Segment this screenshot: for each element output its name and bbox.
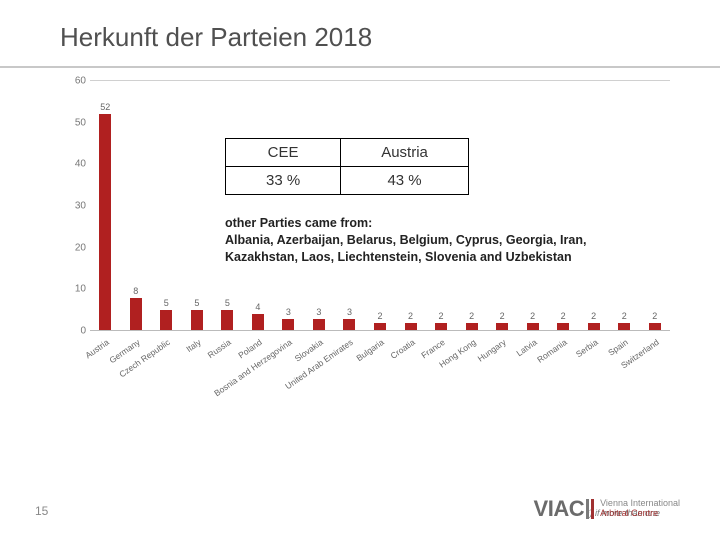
bar-value-label: 2	[652, 311, 657, 321]
viac-logo: VIAC Vienna International Arbitral Centr…	[534, 496, 680, 522]
overlay-note-line2: Albania, Azerbaijan, Belarus, Belgium, C…	[225, 233, 586, 264]
bar-value-label: 5	[164, 298, 169, 308]
table-value-austria: 43 %	[341, 167, 469, 195]
bar-value-label: 3	[347, 307, 352, 317]
bar: 8	[130, 298, 142, 331]
bar-value-label: 2	[622, 311, 627, 321]
logo-bar-2	[591, 499, 594, 519]
title-underline	[0, 66, 720, 68]
page-number: 15	[35, 504, 48, 518]
bar-value-label: 2	[591, 311, 596, 321]
bar-value-label: 52	[100, 102, 110, 112]
y-tick: 0	[62, 326, 86, 337]
bar-value-label: 2	[377, 311, 382, 321]
bar-value-label: 5	[225, 298, 230, 308]
overlay-note-line1: other Parties came from:	[225, 216, 372, 230]
logo-line2: Arbitral Centre	[600, 509, 680, 519]
bar-category-label: Romania	[535, 337, 569, 365]
bar: 5	[160, 310, 172, 331]
table-row: 33 % 43 %	[226, 167, 469, 195]
table-row: CEE Austria	[226, 139, 469, 167]
logo-bars-icon	[586, 499, 594, 519]
bar: 52	[99, 114, 111, 331]
logo-bar-1	[586, 499, 589, 519]
bar-value-label: 2	[469, 311, 474, 321]
bar-value-label: 2	[530, 311, 535, 321]
y-tick: 60	[62, 76, 86, 87]
table-value-cee: 33 %	[226, 167, 341, 195]
summary-table: CEE Austria 33 % 43 %	[225, 138, 469, 195]
slide: Herkunft der Parteien 2018 0 10 20 30 40 50 60…	[0, 0, 720, 540]
y-tick: 30	[62, 201, 86, 212]
bar-value-label: 3	[286, 307, 291, 317]
bar-category-label: Italy	[184, 337, 203, 354]
y-tick: 20	[62, 242, 86, 253]
overlay-note: other Parties came from: Albania, Azerba…	[225, 215, 635, 266]
bar: 5	[221, 310, 233, 331]
bar: 4	[252, 314, 264, 331]
bar-category-label: Russia	[206, 337, 233, 360]
bar-category-label: Spain	[606, 337, 630, 358]
page-title: Herkunft der Parteien 2018	[60, 22, 372, 53]
bar: 5	[191, 310, 203, 331]
logo-text-mark: VIAC	[534, 496, 585, 522]
y-tick: 10	[62, 284, 86, 295]
bar-value-label: 4	[255, 302, 260, 312]
bar-category-label: Croatia	[388, 337, 416, 361]
bar-value-label: 2	[500, 311, 505, 321]
x-axis-line	[90, 330, 670, 331]
bars-container: 52Austria8Germany5Czech Republic5Italy5R…	[90, 81, 670, 331]
bar-value-label: 2	[439, 311, 444, 321]
plot-area: 0102030405060 52Austria8Germany5Czech Re…	[90, 80, 670, 331]
y-tick: 40	[62, 159, 86, 170]
y-tick: 50	[62, 117, 86, 128]
logo-subtext: Vienna International Arbitral Centre	[600, 499, 680, 519]
bar-category-label: Latvia	[514, 337, 538, 358]
bar-value-label: 2	[561, 311, 566, 321]
bar-value-label: 2	[408, 311, 413, 321]
bar-value-label: 8	[133, 286, 138, 296]
bar-value-label: 5	[194, 298, 199, 308]
bar-category-label: Bulgaria	[354, 337, 385, 363]
bar-category-label: Serbia	[574, 337, 600, 359]
table-header-austria: Austria	[341, 139, 469, 167]
bar-value-label: 3	[316, 307, 321, 317]
bar-category-label: Hungary	[476, 337, 508, 364]
logo-mark: VIAC	[534, 496, 595, 522]
table-header-cee: CEE	[226, 139, 341, 167]
